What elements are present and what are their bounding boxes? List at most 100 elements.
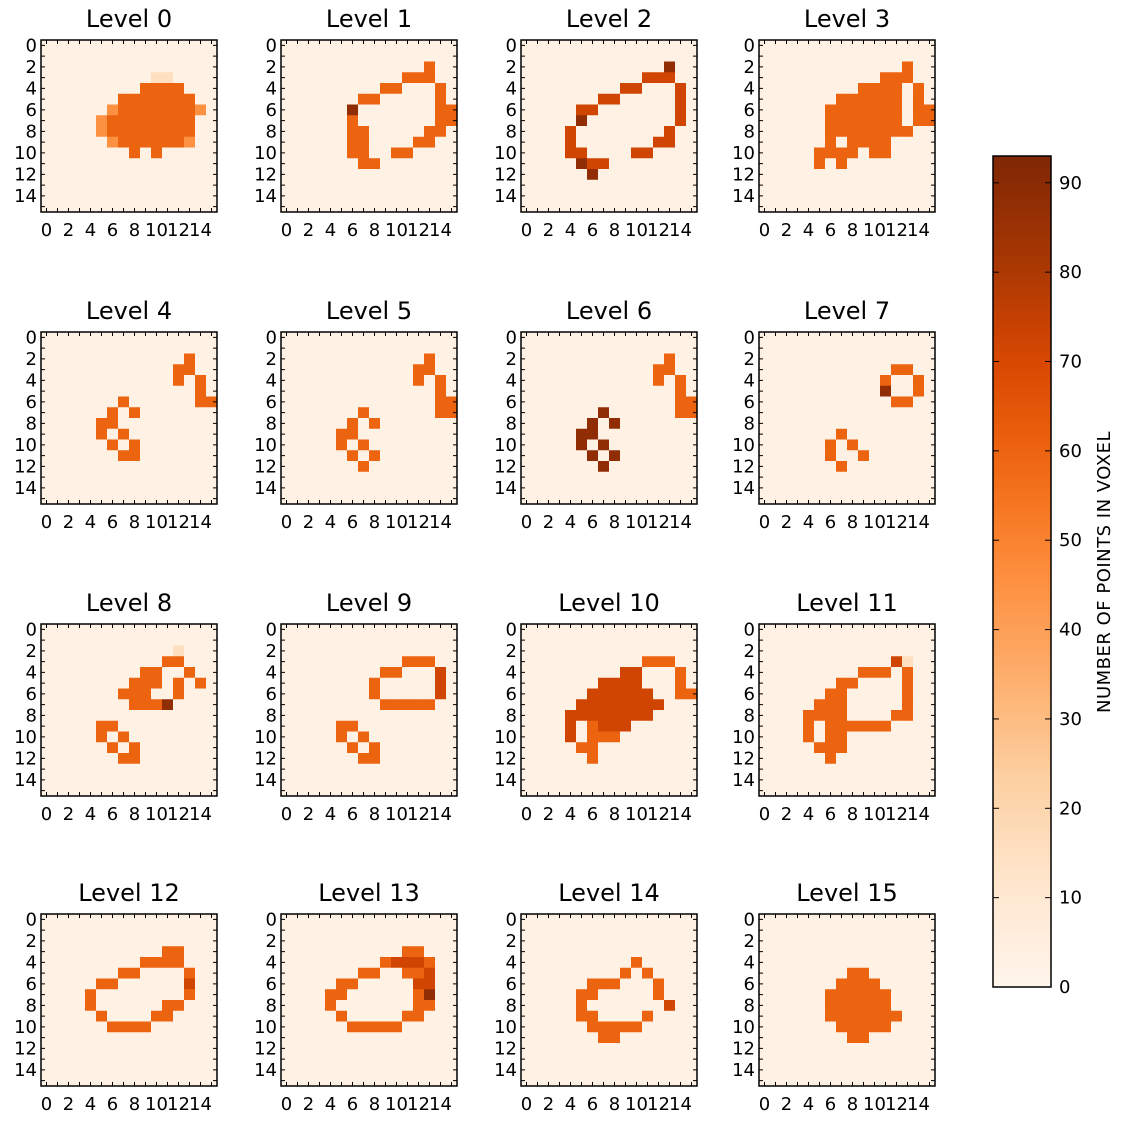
heatmap-cell (620, 989, 632, 1001)
heatmap-cell (184, 364, 196, 376)
heatmap-cell (52, 396, 64, 408)
heatmap-cell (206, 104, 218, 116)
heatmap-cell (162, 1000, 174, 1012)
heatmap-cell (195, 147, 207, 159)
heatmap-cell (52, 1032, 64, 1044)
heatmap-cell (770, 83, 782, 95)
heatmap-cell (195, 774, 207, 786)
heatmap-cell (532, 439, 544, 451)
heatmap-cell (380, 924, 392, 936)
heatmap-cell (162, 667, 174, 679)
heatmap-cell (803, 720, 815, 732)
heatmap-cell (195, 201, 207, 213)
heatmap-cell (521, 763, 533, 775)
heatmap-cell (631, 1021, 643, 1033)
heatmap-cell (664, 471, 676, 483)
heatmap-cell (587, 147, 599, 159)
heatmap-cell (792, 450, 804, 462)
heatmap-cell (825, 40, 837, 52)
heatmap-cell (532, 1032, 544, 1044)
heatmap-cell (675, 1010, 687, 1022)
heatmap-cell (781, 656, 793, 668)
heatmap-cell (781, 418, 793, 430)
heatmap-cell (96, 136, 108, 148)
heatmap-cell (620, 50, 632, 62)
heatmap-cell (413, 332, 425, 344)
heatmap-cell (435, 104, 447, 116)
heatmap-cell (880, 763, 892, 775)
heatmap-cell (532, 461, 544, 473)
heatmap-cell (336, 50, 348, 62)
heatmap-cell (598, 461, 610, 473)
heatmap-cell (424, 158, 436, 170)
heatmap-cell (151, 450, 163, 462)
heatmap-cell (686, 93, 698, 105)
heatmap-cell (292, 190, 304, 202)
heatmap-cell (195, 957, 207, 969)
heatmap-cell (292, 136, 304, 148)
heatmap-cell (325, 396, 337, 408)
heatmap-cell (281, 914, 293, 926)
heatmap-cell (107, 989, 119, 1001)
heatmap-cell (924, 720, 936, 732)
heatmap-cell (598, 946, 610, 958)
heatmap-cell (347, 710, 359, 722)
heatmap-cell (85, 190, 97, 202)
heatmap-cell (41, 967, 53, 979)
heatmap-cell (292, 61, 304, 73)
heatmap-cell (543, 40, 555, 52)
heatmap-cell (759, 396, 771, 408)
heatmap-cell (162, 115, 174, 127)
heatmap-cell (913, 471, 925, 483)
heatmap-cell (576, 1032, 588, 1044)
heatmap-cell (781, 493, 793, 505)
heatmap-cell (664, 1053, 676, 1065)
heatmap-cell (413, 115, 425, 127)
heatmap-cell (129, 482, 141, 494)
heatmap-cell (281, 774, 293, 786)
heatmap-cell (195, 418, 207, 430)
y-tick-label: 0 (744, 327, 755, 348)
heatmap-cell (891, 731, 903, 743)
heatmap-cell (140, 461, 152, 473)
y-tick-label: 0 (266, 35, 277, 56)
heatmap-cell (543, 1064, 555, 1076)
heatmap-cell (554, 450, 566, 462)
heatmap-cell (96, 115, 108, 127)
heatmap-cell (792, 353, 804, 365)
heatmap-cell (770, 763, 782, 775)
heatmap-cell (642, 935, 654, 947)
heatmap-cell (63, 450, 75, 462)
heatmap-cell (391, 785, 403, 797)
heatmap-cell (825, 407, 837, 419)
heatmap-cell (325, 126, 337, 138)
heatmap-cell (858, 624, 870, 636)
heatmap-cell (173, 428, 185, 440)
heatmap-cell (869, 624, 881, 636)
heatmap-cell (532, 1000, 544, 1012)
heatmap-cell (129, 461, 141, 473)
heatmap-cell (598, 742, 610, 754)
heatmap-cell (869, 710, 881, 722)
heatmap-cell (151, 1043, 163, 1055)
heatmap-cell (96, 1043, 108, 1055)
heatmap-cell (358, 126, 370, 138)
heatmap-cell (847, 710, 859, 722)
heatmap-cell (41, 493, 53, 505)
heatmap-cell (446, 104, 458, 116)
heatmap-cell (380, 169, 392, 181)
heatmap-cell (664, 667, 676, 679)
heatmap-cell (435, 40, 447, 52)
heatmap-cell (891, 179, 903, 191)
heatmap-cell (814, 83, 826, 95)
heatmap-cell (107, 115, 119, 127)
heatmap-cell (96, 450, 108, 462)
heatmap-cell (759, 753, 771, 765)
heatmap-cell (609, 656, 621, 668)
heatmap-cell (446, 688, 458, 700)
heatmap-cell (554, 1053, 566, 1065)
x-tick-label: 10 (863, 804, 886, 825)
heatmap-cell (402, 482, 414, 494)
heatmap-cell (770, 158, 782, 170)
